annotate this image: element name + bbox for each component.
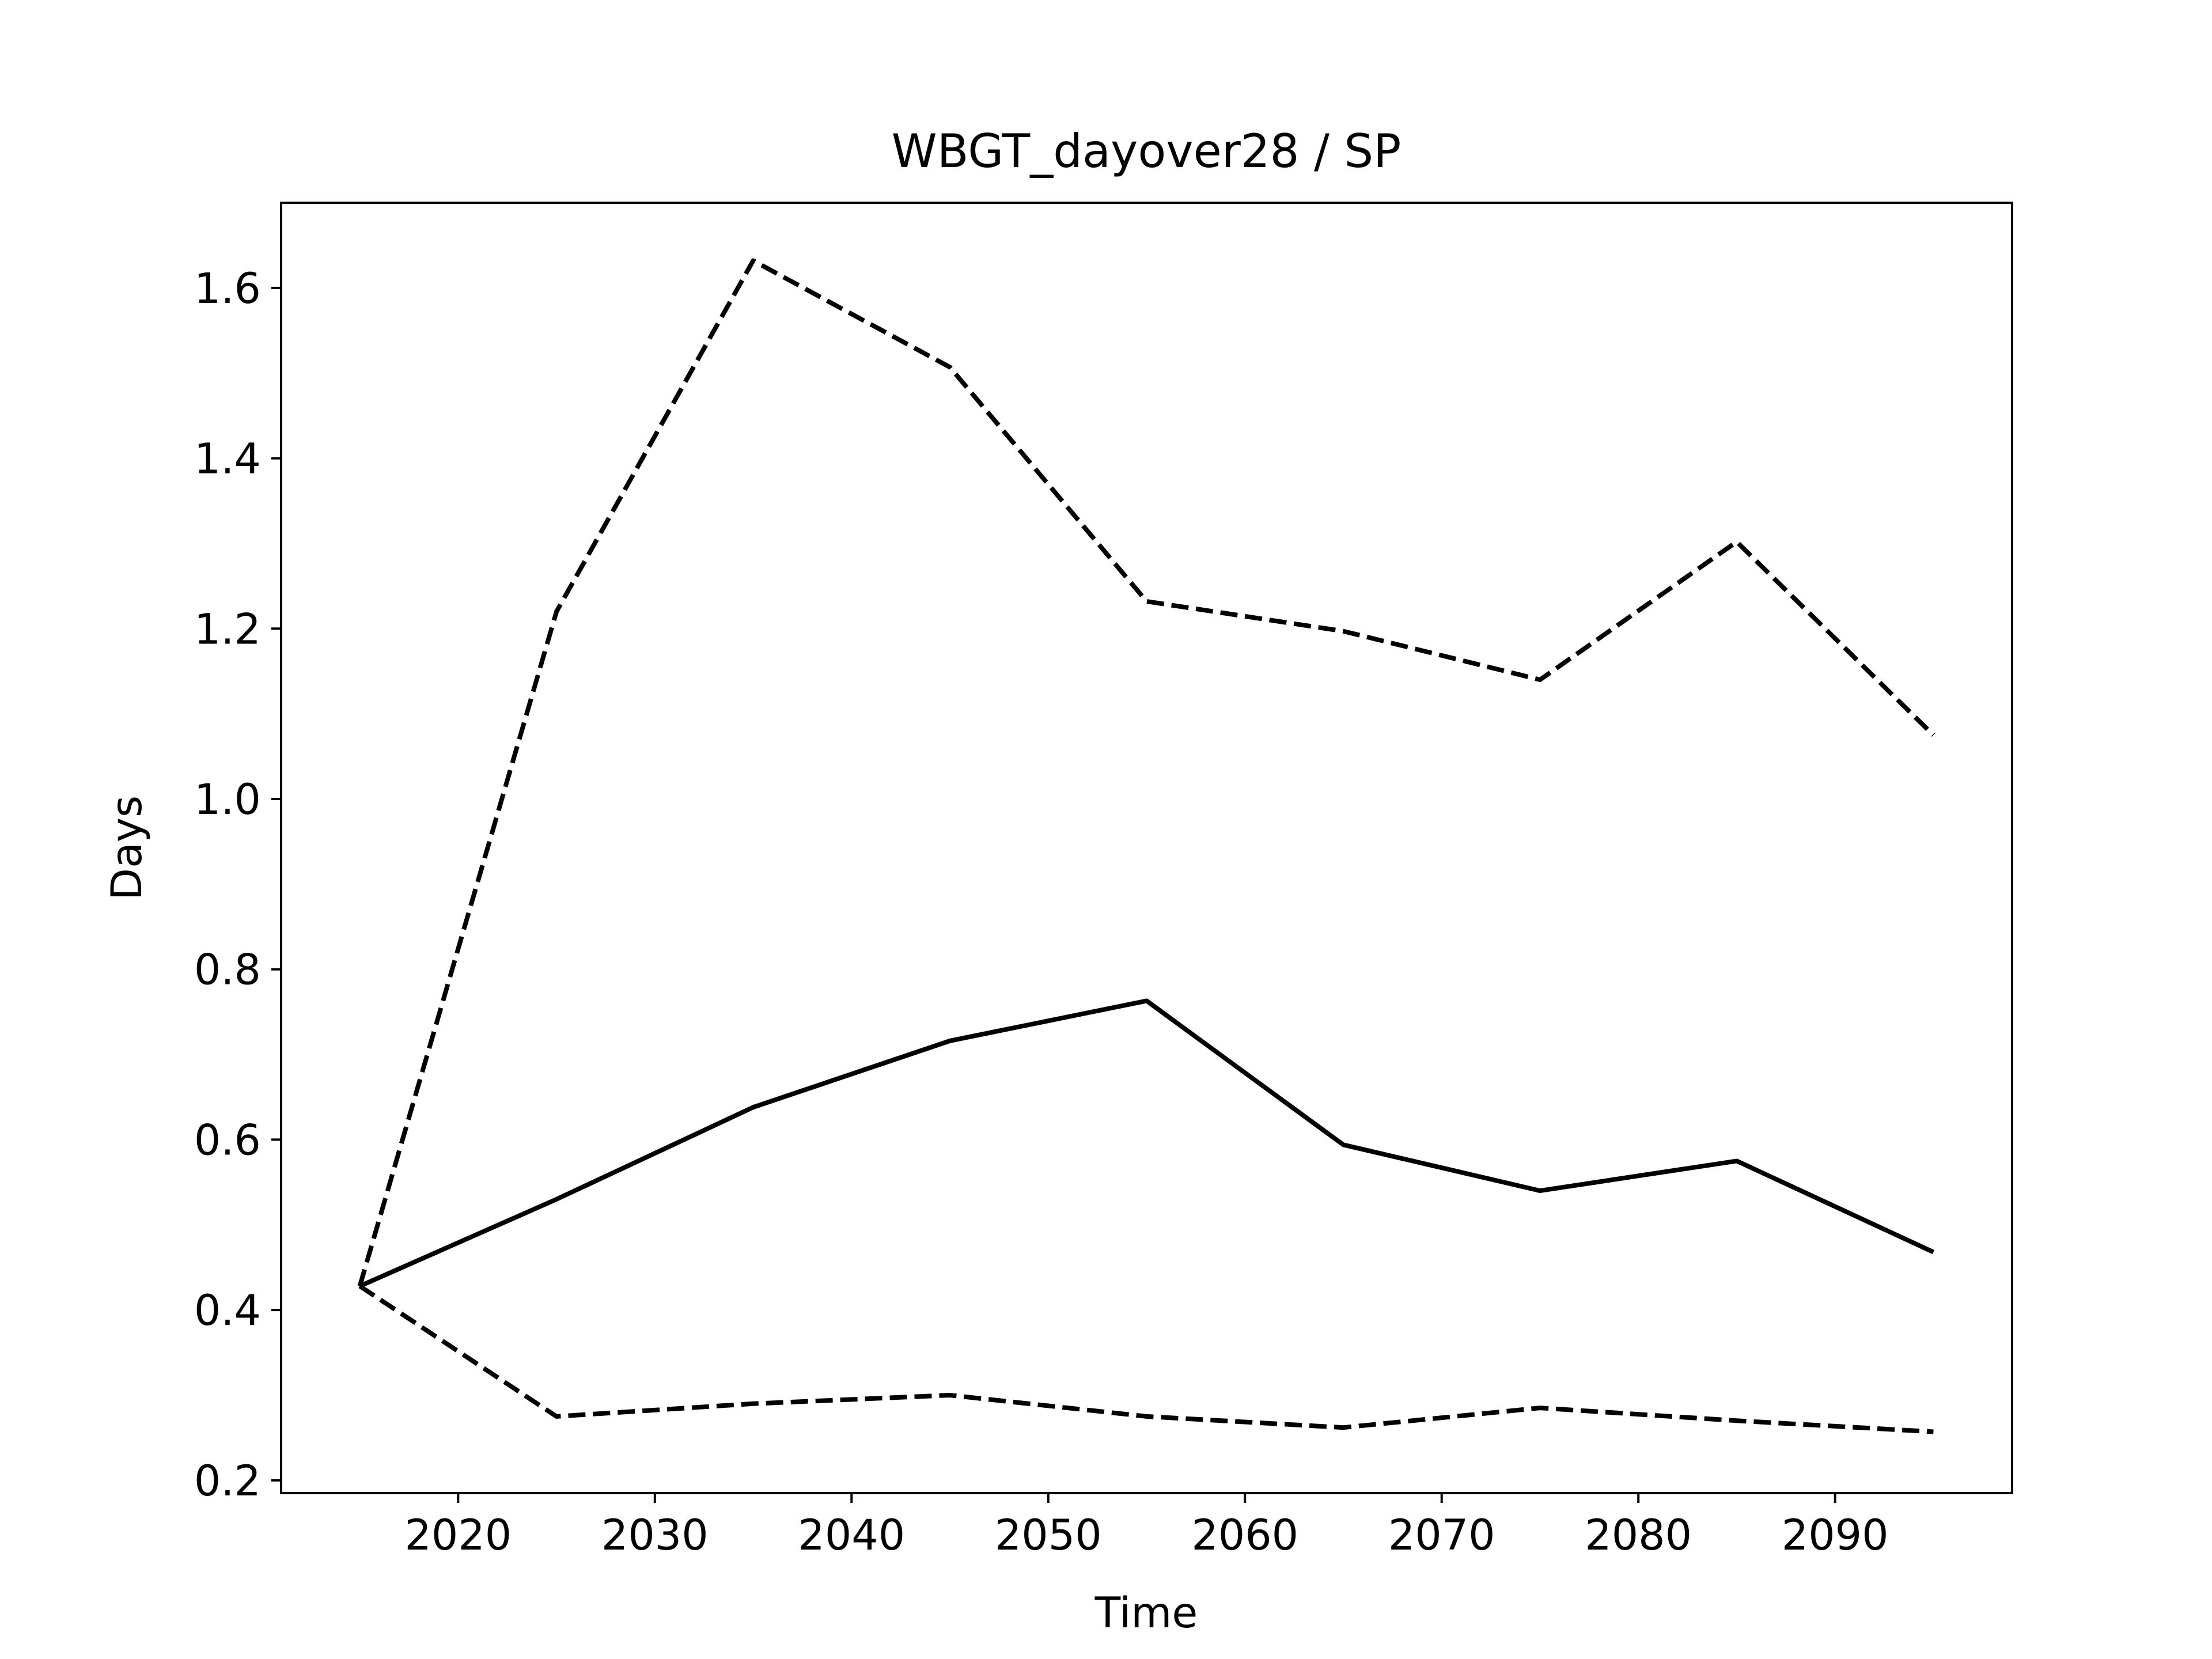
x-tick-label-3: 2050 [995,1511,1102,1560]
series-line-0 [357,258,1936,1287]
x-tick-label-5: 2070 [1388,1511,1495,1560]
y-tick-label-4: 1.0 [194,775,261,824]
x-tick-label-1: 2030 [601,1511,709,1560]
y-tick-label-6: 1.4 [194,435,261,484]
x-tick-label-7: 2090 [1782,1511,1889,1560]
y-tick-label-1: 0.4 [194,1286,261,1335]
y-tick-label-5: 1.2 [194,605,261,654]
x-tick-label-2: 2040 [798,1511,905,1560]
x-axis-label: Time [1094,1589,1198,1638]
y-axis-ticks: 0.2 0.4 0.6 0.8 1.0 1.2 1.4 1.6 [194,264,281,1506]
y-tick-label-0: 0.2 [194,1457,261,1506]
plot-frame [280,202,2013,1494]
chart-title: WBGT_dayover28 / SP [892,124,1402,178]
x-axis-ticks: 2020 2030 2040 2050 2060 2070 2080 2090 [404,1493,1889,1560]
y-tick-label-2: 0.6 [194,1116,261,1165]
x-tick-label-6: 2080 [1585,1511,1692,1560]
x-tick-label-4: 2060 [1191,1511,1298,1560]
y-tick-label-3: 0.8 [194,946,261,995]
y-axis-label: Days [103,796,151,900]
plot-lines [357,258,1936,1434]
series-line-1 [358,998,1935,1289]
series-line-2 [358,1284,1934,1434]
y-tick-label-7: 1.6 [194,264,261,313]
x-tick-label-0: 2020 [404,1511,512,1560]
